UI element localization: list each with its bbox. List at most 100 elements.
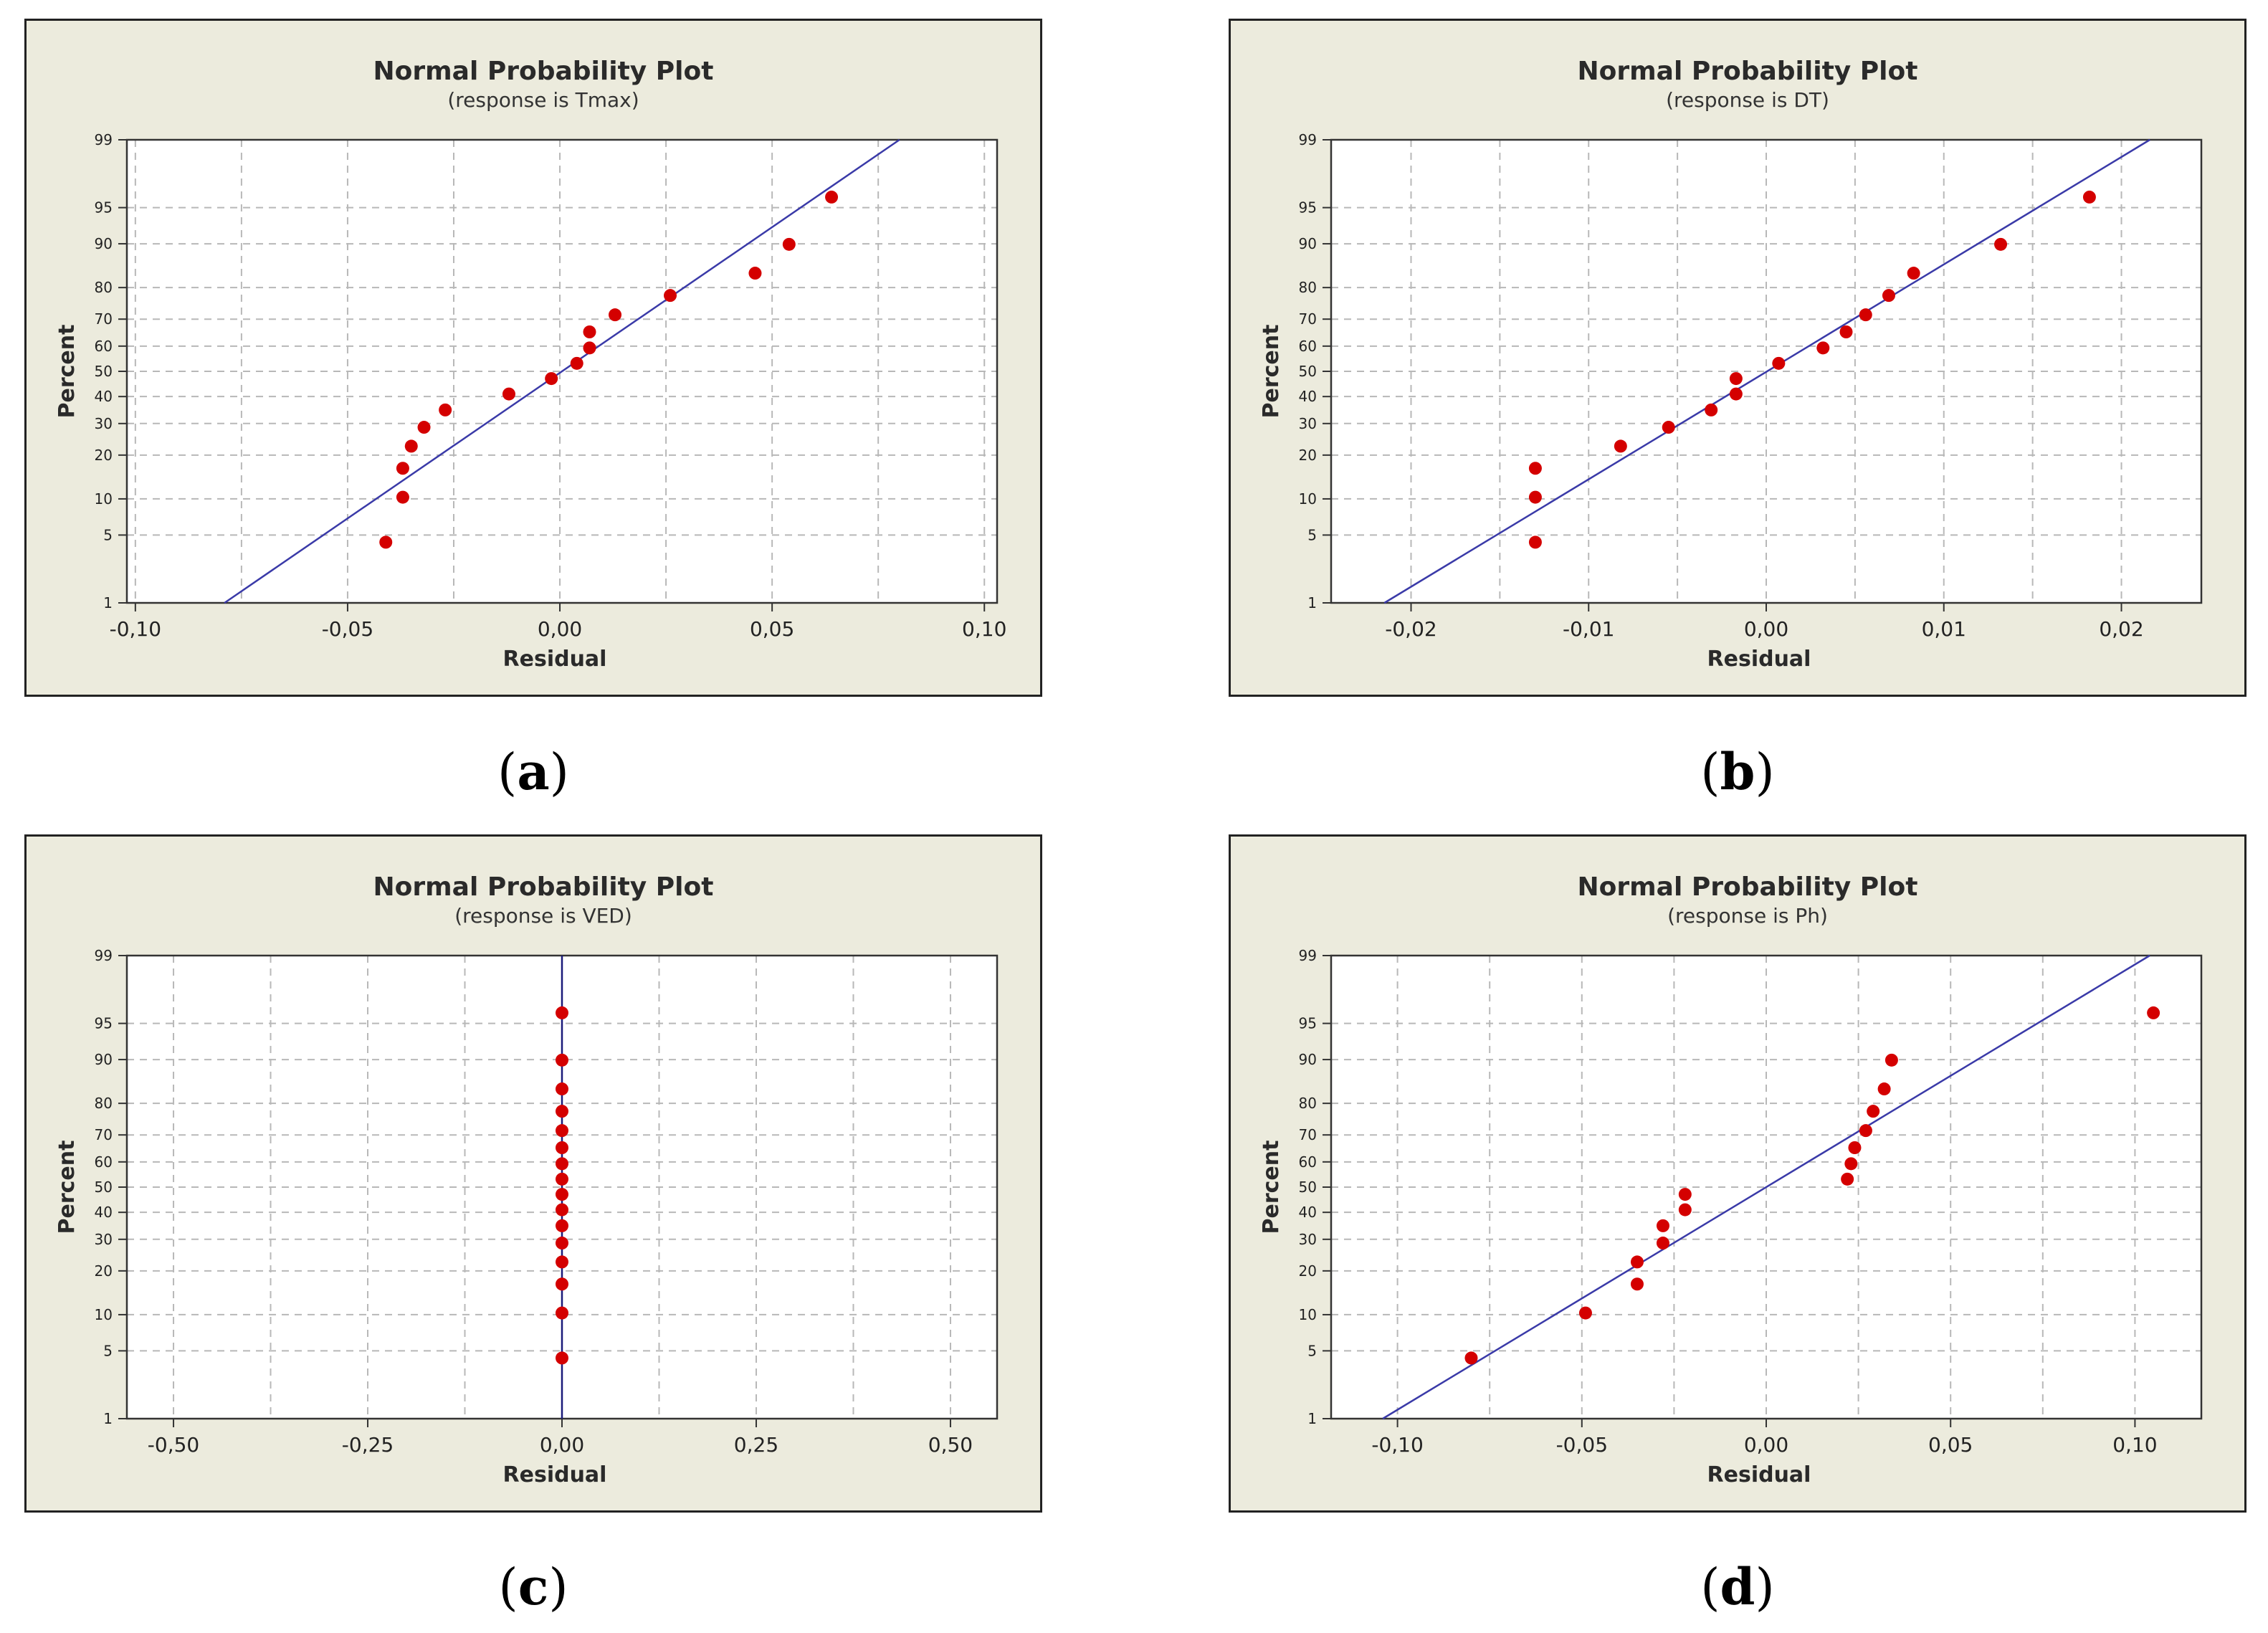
data-point — [1772, 356, 1786, 370]
x-tick-label: -0,05 — [1556, 1433, 1608, 1457]
data-point — [556, 1277, 568, 1291]
data-point — [556, 1082, 568, 1096]
x-tick-label: 0,50 — [928, 1433, 973, 1457]
data-point — [1994, 237, 2008, 251]
caption-a: (a) — [497, 742, 569, 801]
x-tick-label: 0,01 — [1922, 617, 1966, 641]
y-tick-label: 60 — [95, 338, 113, 355]
y-tick-label: 60 — [1299, 338, 1317, 355]
x-tick-label: 0,05 — [750, 617, 794, 641]
data-point — [556, 1053, 568, 1067]
chart-svg-c: Normal Probability Plot(response is VED)… — [54, 872, 999, 1487]
data-point — [1844, 1157, 1858, 1171]
x-tick-label: -0,50 — [148, 1433, 199, 1457]
chart-title: Normal Probability Plot — [1578, 872, 1918, 902]
x-tick-label: -0,02 — [1385, 617, 1436, 641]
y-tick-label: 80 — [1299, 1095, 1317, 1112]
x-tick-label: -0,10 — [1371, 1433, 1423, 1457]
x-tick-label: -0,25 — [342, 1433, 394, 1457]
data-point — [556, 1157, 568, 1171]
data-point — [1705, 403, 1718, 416]
y-tick-label: 30 — [95, 415, 113, 432]
data-point — [1662, 421, 1675, 434]
y-tick-label: 1 — [1307, 594, 1317, 611]
y-tick-label: 95 — [95, 199, 113, 216]
data-point — [1859, 1124, 1872, 1138]
y-tick-label: 60 — [1299, 1153, 1317, 1171]
x-tick-label: 0,10 — [962, 617, 1006, 641]
y-tick-label: 30 — [95, 1231, 113, 1248]
data-point — [556, 1006, 568, 1019]
y-tick-label: 80 — [1299, 279, 1317, 296]
x-tick-label: -0,10 — [110, 617, 161, 641]
chart-subtitle: (response is Ph) — [1667, 904, 1828, 928]
data-point — [570, 356, 583, 370]
y-tick-label: 95 — [1299, 1015, 1317, 1032]
y-tick-label: 5 — [103, 526, 113, 543]
data-point — [556, 1203, 568, 1217]
y-tick-label: 60 — [95, 1153, 113, 1171]
caption-letter: b — [1720, 742, 1755, 801]
fit-line — [1382, 954, 2150, 1420]
data-point — [1859, 308, 1872, 322]
y-tick-label: 1 — [103, 1410, 113, 1427]
data-point — [545, 372, 558, 386]
y-tick-label: 90 — [1299, 235, 1317, 252]
data-point — [1729, 372, 1743, 386]
y-tick-label: 50 — [1299, 363, 1317, 380]
y-tick-label: 80 — [95, 279, 113, 296]
data-point — [609, 308, 622, 322]
y-tick-label: 70 — [1299, 310, 1317, 328]
x-tick-label: 0,05 — [1928, 1433, 1973, 1457]
y-tick-label: 1 — [1307, 1410, 1317, 1427]
caption-letter: a — [517, 742, 550, 801]
y-tick-label: 5 — [1307, 526, 1317, 543]
data-point — [664, 289, 677, 303]
data-point — [1528, 462, 1542, 475]
data-point — [583, 325, 596, 338]
data-point — [439, 403, 452, 416]
chart-title: Normal Probability Plot — [373, 872, 714, 902]
y-tick-label: 10 — [95, 1306, 113, 1323]
data-point — [583, 341, 596, 355]
data-point — [1656, 1237, 1669, 1250]
chart-panel-c: Normal Probability Plot (response is VED)… — [24, 834, 1042, 1513]
caption-d: (d) — [1700, 1557, 1775, 1617]
y-tick-label: 95 — [95, 1015, 113, 1032]
x-axis-label: Residual — [503, 647, 607, 672]
data-point — [782, 237, 796, 251]
data-point — [1907, 267, 1920, 280]
y-tick-label: 90 — [95, 235, 113, 252]
data-point — [404, 439, 418, 453]
x-tick-label: 0,00 — [538, 617, 582, 641]
data-point — [1614, 439, 1627, 453]
chart-subtitle: (response is VED) — [454, 904, 632, 928]
x-axis-label: Residual — [1707, 1462, 1811, 1487]
chart-svg-b: Normal Probability Plot(response is DT) -… — [1259, 57, 2203, 672]
data-point — [1848, 1141, 1862, 1154]
data-point — [1841, 1172, 1854, 1186]
y-tick-label: 70 — [1299, 1126, 1317, 1143]
y-tick-label: 70 — [95, 310, 113, 328]
x-tick-label: 0,00 — [1744, 617, 1788, 641]
x-tick-label: 0,02 — [2099, 617, 2143, 641]
y-tick-label: 90 — [95, 1051, 113, 1068]
data-point — [1839, 325, 1853, 338]
y-tick-label: 99 — [1299, 131, 1317, 148]
y-tick-label: 30 — [1299, 1231, 1317, 1248]
y-axis-label: Percent — [54, 1141, 80, 1234]
y-tick-label: 10 — [1299, 1306, 1317, 1323]
chart-title: Normal Probability Plot — [1578, 57, 1918, 86]
data-point — [825, 190, 839, 204]
data-point — [556, 1124, 568, 1138]
y-tick-label: 99 — [1299, 947, 1317, 964]
y-tick-label: 30 — [1299, 415, 1317, 432]
fit-line — [224, 138, 900, 604]
data-point — [556, 1351, 568, 1365]
y-tick-label: 40 — [1299, 388, 1317, 405]
data-point — [396, 490, 409, 504]
chart-panel-a: Normal Probability Plot (response is Tmax… — [24, 19, 1042, 697]
data-point — [1877, 1082, 1891, 1096]
y-tick-label: 20 — [1299, 447, 1317, 464]
x-axis-label: Residual — [1707, 647, 1811, 672]
